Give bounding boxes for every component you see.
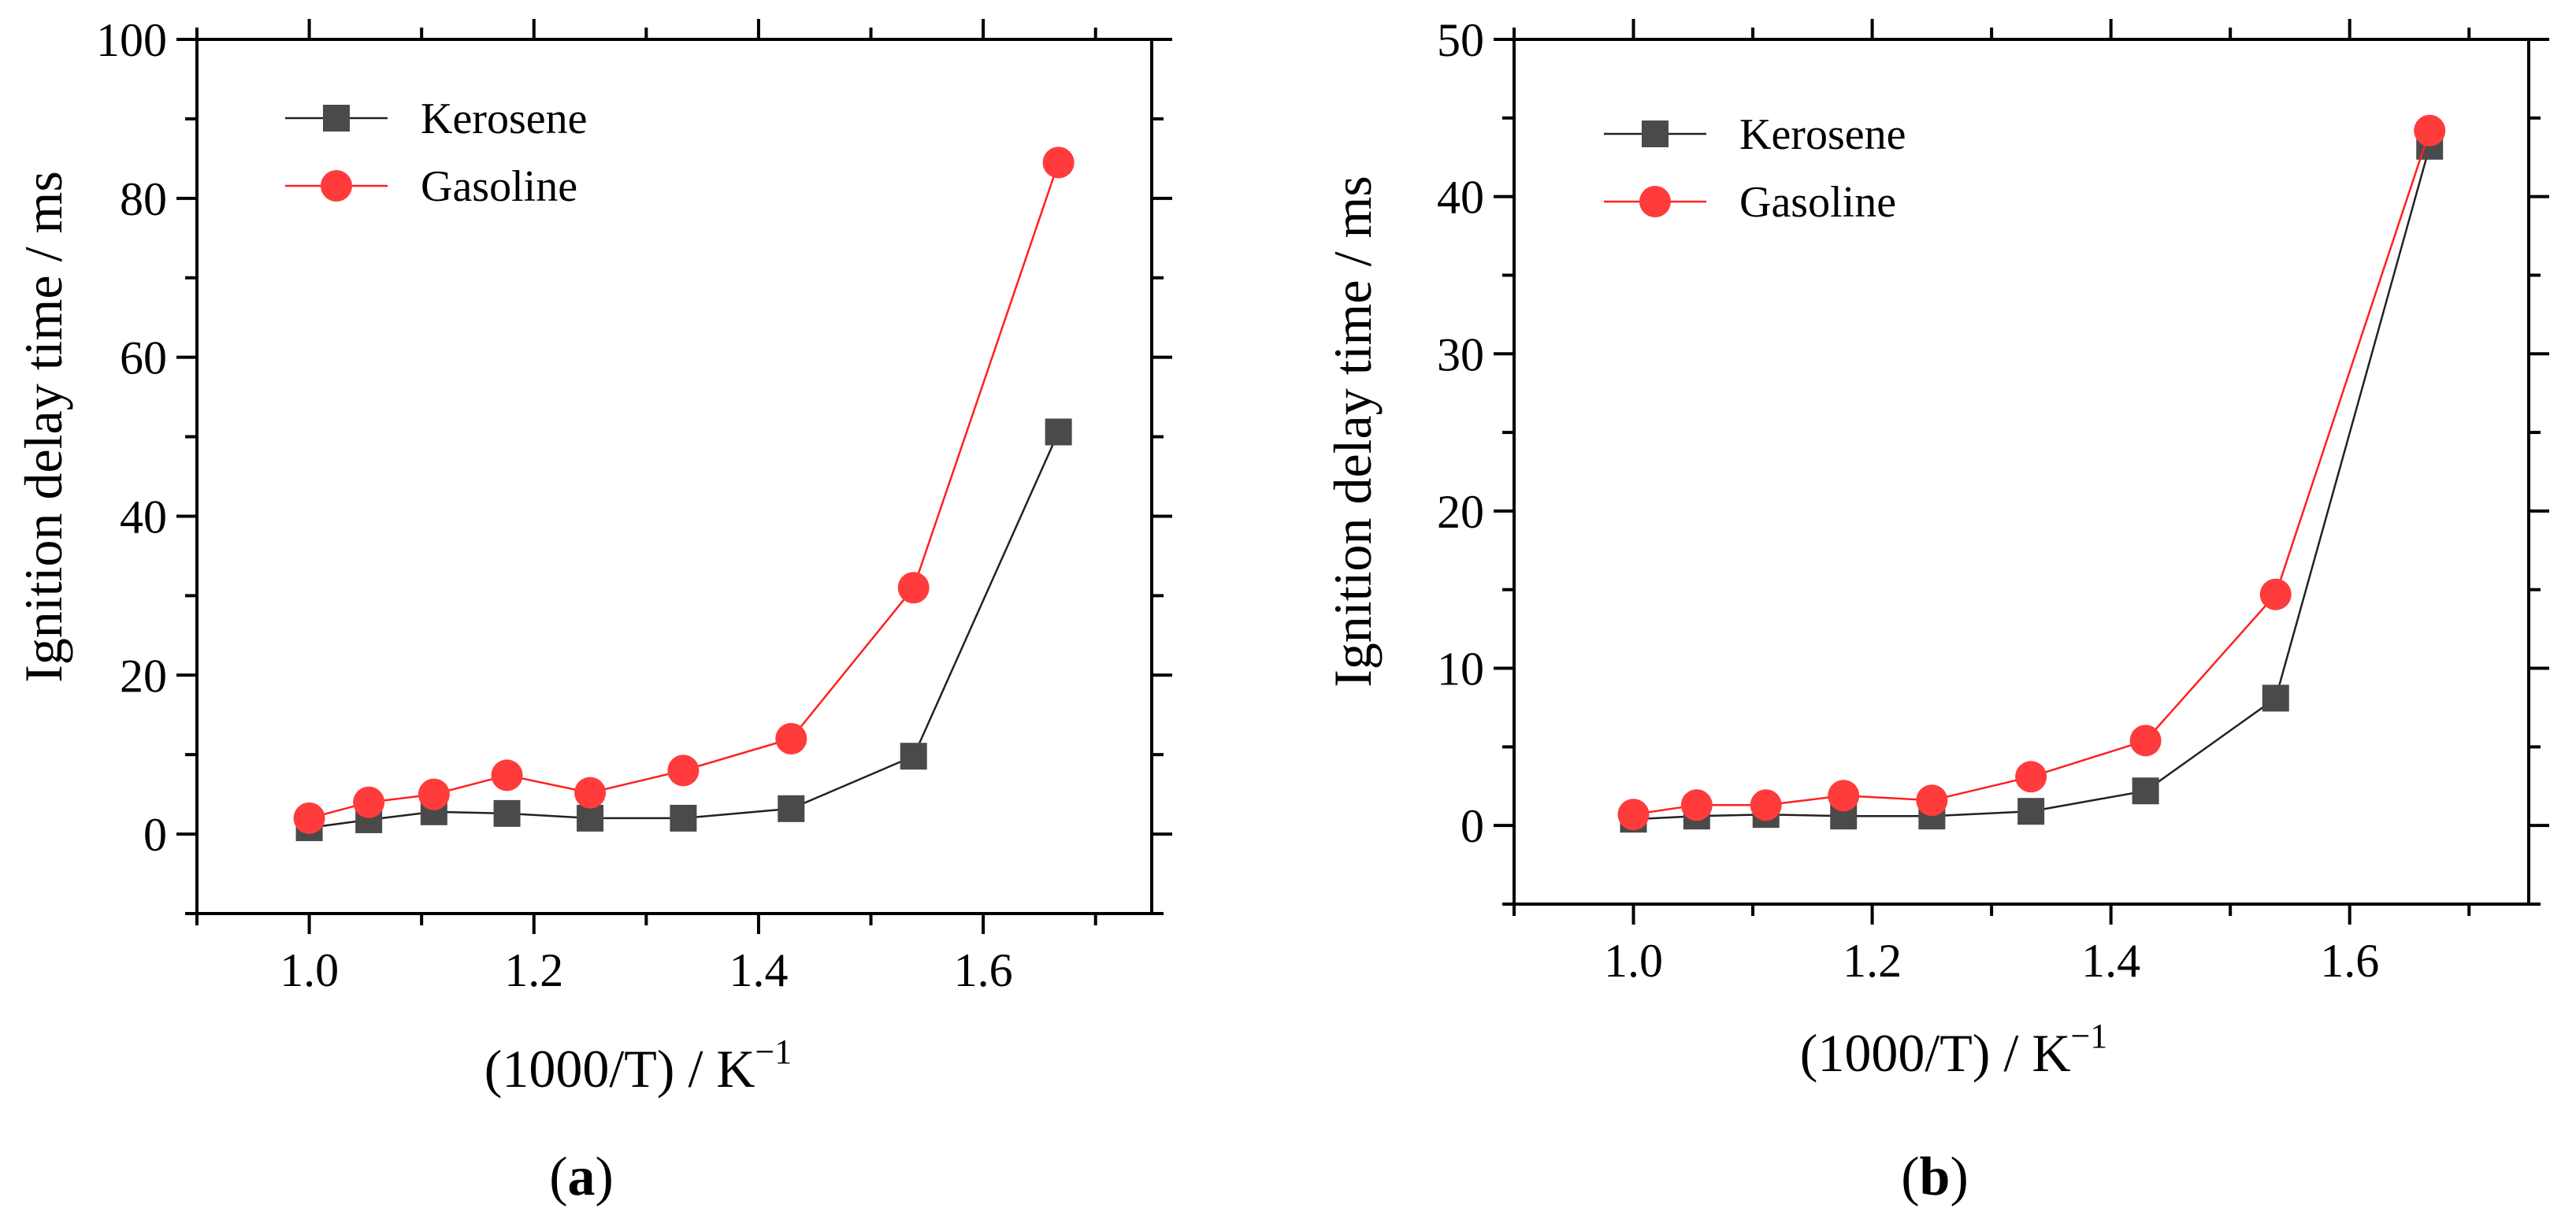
x-axis-label: (1000/T) / K−1 [484,1032,792,1099]
data-point-gasoline [897,572,930,604]
y-tick-label: 0 [1461,800,1484,852]
x-tick-label: 1.4 [2081,935,2140,987]
y-tick-label: 10 [1437,643,1484,695]
data-point-kerosene [577,804,604,832]
data-point-gasoline [293,802,325,834]
y-axis-label: Ignition delay time / ms [1323,176,1383,688]
data-point-kerosene [2132,777,2159,805]
legend-label: Gasoline [421,162,577,211]
x-axis-label: (1000/T) / K−1 [1800,1017,2108,1083]
data-point-kerosene [493,799,521,827]
x-tick-label: 1.2 [504,944,563,996]
data-point-gasoline [1680,789,1713,821]
panel-label: (b) [1901,1147,1969,1207]
x-tick-label: 1.4 [729,944,788,996]
legend-label: Gasoline [1739,178,1896,227]
plot-frame [195,38,1153,915]
y-tick-label: 100 [96,14,167,66]
data-point-gasoline [1916,784,1948,817]
data-point-kerosene [2262,684,2289,712]
data-point-gasoline [1828,780,1860,812]
data-point-gasoline [1042,146,1075,179]
y-tick-label: 50 [1437,14,1484,66]
panel-label: (a) [549,1147,614,1207]
data-point-gasoline [418,778,450,810]
y-tick-label: 60 [120,332,167,384]
y-tick-label: 30 [1437,328,1484,380]
y-tick-label: 0 [143,809,167,861]
panel-label-letter: a [568,1147,596,1207]
y-tick-label: 40 [1437,172,1484,224]
data-point-gasoline [491,759,523,791]
data-point-gasoline [353,786,385,818]
x-axis-label-text: (1000/T) / K [484,1039,755,1099]
y-tick-label: 40 [120,491,167,543]
data-point-kerosene [778,795,805,822]
data-point-gasoline [1617,799,1650,831]
series-line-gasoline [1633,130,2431,816]
plot-frame [1513,38,2530,906]
x-axis-label-text: (1000/T) / K [1800,1023,2071,1083]
chart-panel-a: Ignition delay time / ms (1000/T) / K−1 … [13,14,1172,1207]
data-point-gasoline [2015,761,2047,793]
x-axis-label-superscript: −1 [755,1032,792,1071]
legend-marker-circle [321,170,352,202]
data-point-kerosene [670,804,697,832]
series-line-gasoline [309,161,1060,820]
data-point-gasoline [775,723,807,754]
legend-marker-circle [1639,186,1671,217]
legend-marker-square [1642,120,1668,147]
y-tick-label: 20 [1437,486,1484,538]
panel-label-letter: b [1920,1147,1951,1207]
data-point-kerosene [2017,798,2045,825]
x-tick-label: 1.6 [954,944,1013,996]
legend-label: Kerosene [1739,110,1906,159]
legend-marker-square [323,105,350,132]
data-point-kerosene [900,743,927,770]
y-tick-label: 20 [120,650,167,702]
data-point-gasoline [2414,114,2446,146]
data-point-kerosene [1045,418,1072,446]
legend-label: Kerosene [421,95,587,143]
y-tick-label: 80 [120,173,167,225]
chart-panel-b: Ignition delay time / ms (1000/T) / K−1 … [1323,14,2549,1207]
series-line-kerosene [1633,146,2431,821]
y-axis-label: Ignition delay time / ms [13,171,73,683]
data-point-gasoline [667,754,700,787]
x-tick-label: 1.6 [2320,935,2379,987]
x-axis-label-superscript: −1 [2070,1017,2107,1055]
data-point-gasoline [2259,578,2292,610]
x-tick-label: 1.0 [280,944,339,996]
data-point-gasoline [574,777,607,809]
x-tick-label: 1.0 [1604,935,1663,987]
data-point-gasoline [1750,789,1782,821]
x-tick-label: 1.2 [1843,935,1902,987]
data-point-gasoline [2129,725,2162,757]
